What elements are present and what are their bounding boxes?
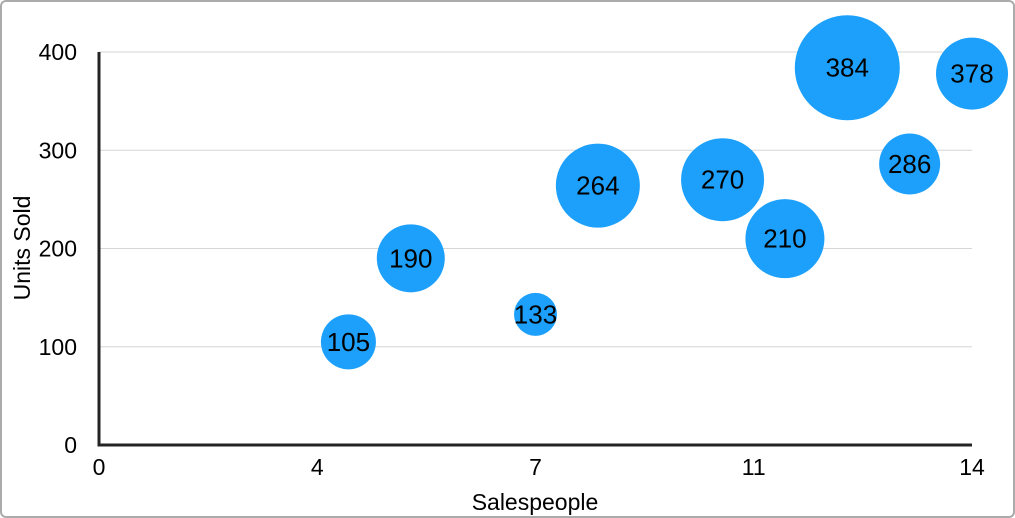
bubble-label: 105 bbox=[327, 327, 370, 357]
bubble-label: 190 bbox=[389, 243, 432, 273]
bubble-label: 384 bbox=[826, 53, 869, 83]
bubble-label: 264 bbox=[576, 171, 619, 201]
y-tick-label: 300 bbox=[39, 137, 77, 163]
bubble[interactable] bbox=[745, 199, 825, 279]
y-tick-label: 200 bbox=[39, 236, 77, 262]
x-tick-label: 7 bbox=[529, 454, 542, 480]
y-axis-title: Units Sold bbox=[9, 196, 35, 301]
x-axis-title: Salespeople bbox=[472, 489, 599, 515]
bubble-label: 286 bbox=[888, 149, 931, 179]
y-tick-label: 400 bbox=[39, 39, 77, 65]
x-tick-label: 0 bbox=[93, 454, 106, 480]
bubble[interactable] bbox=[514, 292, 557, 336]
x-tick-label: 11 bbox=[742, 454, 766, 480]
y-tick-label: 100 bbox=[39, 334, 77, 360]
bubble[interactable] bbox=[681, 138, 765, 222]
bubble[interactable] bbox=[936, 37, 1008, 110]
axes-layer bbox=[97, 52, 972, 447]
tick-labels-layer: 0 100 200 300 400 0 4 7 11 14 bbox=[39, 39, 985, 480]
bubble-label: 133 bbox=[514, 299, 557, 329]
bubble[interactable] bbox=[320, 314, 376, 370]
bubble-label: 378 bbox=[950, 59, 993, 89]
bubbles-layer: 105 190 133 264 270 210 384 286 378 bbox=[320, 15, 1008, 370]
bubble-label: 270 bbox=[701, 165, 744, 195]
bubble[interactable] bbox=[376, 224, 445, 293]
bubble[interactable] bbox=[794, 15, 900, 121]
bubble[interactable] bbox=[555, 143, 640, 228]
bubble[interactable] bbox=[879, 133, 941, 195]
x-tick-label: 4 bbox=[311, 454, 324, 480]
bubble-label: 210 bbox=[763, 224, 806, 254]
y-tick-label: 0 bbox=[64, 432, 77, 458]
x-tick-label: 14 bbox=[959, 454, 985, 480]
